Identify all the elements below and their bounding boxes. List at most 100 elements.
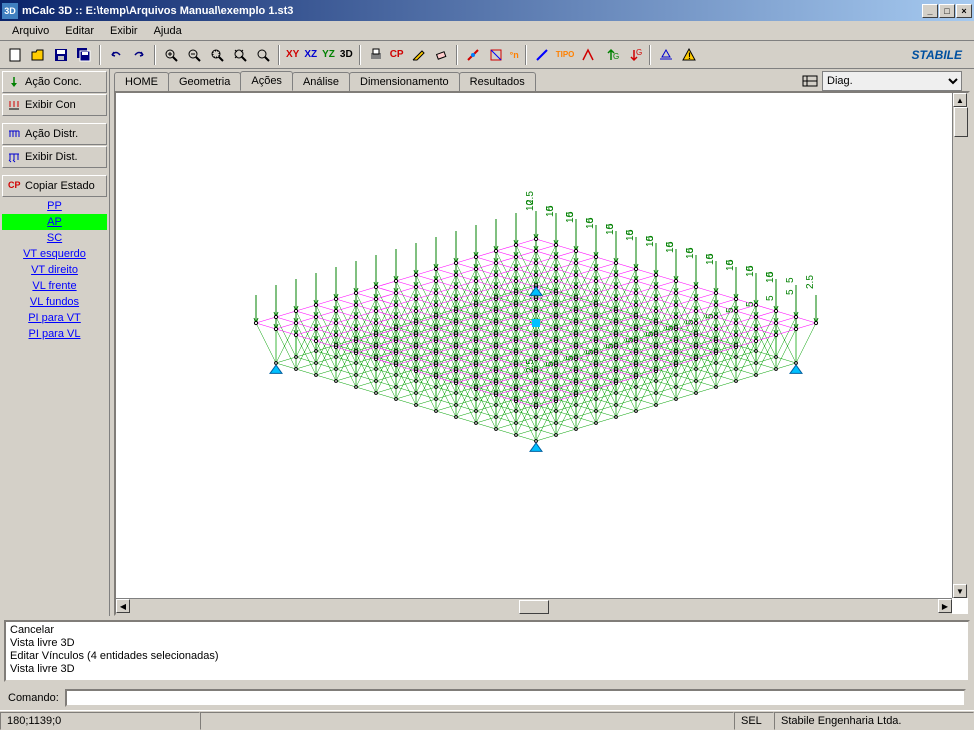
command-input[interactable] [65,689,966,707]
exibir-dist-button[interactable]: Exibir Dist. [2,146,107,168]
print-icon[interactable] [365,44,387,66]
tipo-button[interactable]: TIPO [554,50,577,59]
scroll-thumb-v[interactable] [954,107,968,137]
svg-text:10: 10 [565,211,576,223]
tool-4-icon[interactable] [577,44,599,66]
save-all-icon[interactable] [73,44,95,66]
tool-6-icon[interactable]: G [623,44,645,66]
menubar: Arquivo Editar Exibir Ajuda [0,21,974,41]
svg-text:G: G [613,52,619,61]
zoom-in-icon[interactable] [160,44,182,66]
menu-editar[interactable]: Editar [57,23,102,39]
tool-1-icon[interactable] [462,44,484,66]
scroll-thumb-h[interactable] [519,600,549,614]
view-xz-button[interactable]: XZ [302,49,319,60]
tool-3-icon[interactable] [531,44,553,66]
log-line: Vista livre 3D [10,637,964,650]
sidebar-link-pi-vt[interactable]: PI para VT [2,310,107,326]
new-file-icon[interactable] [4,44,26,66]
titlebar: 3D mCalc 3D :: E:\temp\Arquivos Manual\e… [0,0,974,21]
open-file-icon[interactable] [27,44,49,66]
zoom-extents-icon[interactable] [229,44,251,66]
tabbar: HOME Geometria Ações Análise Dimensionam… [110,69,974,91]
undo-icon[interactable] [105,44,127,66]
svg-text:10: 10 [665,241,676,253]
svg-text:10: 10 [585,217,596,229]
log-line: Cancelar [10,624,964,637]
sidebar-link-vl-fundos[interactable]: VL fundos [2,294,107,310]
statusbar: 180;1139;0 SEL Stabile Engenharia Ltda. [0,710,974,730]
exibir-con-button[interactable]: Exibir Con [2,94,107,116]
sidebar-link-pp[interactable]: PP [2,198,107,214]
toolbar: XY XZ YZ 3D CP °n TIPO G G ! STABILE [0,41,974,69]
log-panel: Cancelar Vista livre 3D Editar Vínculos … [4,620,970,682]
tab-dimensionamento[interactable]: Dimensionamento [349,72,460,91]
sidebar-link-vl-frente[interactable]: VL frente [2,278,107,294]
save-icon[interactable] [50,44,72,66]
support-icon[interactable] [655,44,677,66]
window-title: mCalc 3D :: E:\temp\Arquivos Manual\exem… [22,5,922,17]
log-line: Editar Vínculos (4 entidades selecionada… [10,650,964,663]
svg-text:2.5: 2.5 [805,275,816,289]
zoom-out-icon[interactable] [183,44,205,66]
view-yz-button[interactable]: YZ [320,49,337,60]
scroll-left-icon[interactable]: ◀ [116,599,130,613]
svg-text:10: 10 [625,229,636,241]
svg-text:10: 10 [765,271,776,283]
scroll-up-icon[interactable]: ▲ [953,93,967,107]
sidebar-link-vt-esquerdo[interactable]: VT esquerdo [2,246,107,262]
view-3d-button[interactable]: 3D [338,49,355,60]
tab-home[interactable]: HOME [114,72,169,91]
command-bar: Comando: [0,686,974,710]
sidebar-link-ap[interactable]: AP [2,214,107,230]
minimize-button[interactable]: _ [922,4,938,18]
svg-text:5: 5 [785,289,796,295]
acao-conc-button[interactable]: Ação Conc. [2,71,107,93]
menu-ajuda[interactable]: Ajuda [146,23,190,39]
zoom-all-icon[interactable] [252,44,274,66]
zoom-window-icon[interactable] [206,44,228,66]
cp-button[interactable]: CP [388,49,406,60]
maximize-button[interactable]: □ [939,4,955,18]
redo-icon[interactable] [128,44,150,66]
tab-resultados[interactable]: Resultados [459,72,536,91]
view-xy-button[interactable]: XY [284,49,301,60]
warning-icon[interactable]: ! [678,44,700,66]
svg-text:10: 10 [525,199,536,211]
tab-geometria[interactable]: Geometria [168,72,241,91]
svg-text:10: 10 [705,253,716,265]
scrollbar-horizontal[interactable]: ◀ ▶ [116,598,952,614]
viewport-3d[interactable]: 2.5555555555555555555555555552.52.510101… [114,91,970,616]
acao-distr-button[interactable]: Ação Distr. [2,123,107,145]
tool-2-icon[interactable] [485,44,507,66]
scroll-right-icon[interactable]: ▶ [938,599,952,613]
status-company: Stabile Engenharia Ltda. [774,712,974,730]
scrollbar-vertical[interactable]: ▲ ▼ [952,93,968,598]
eraser-icon[interactable] [430,44,452,66]
svg-text:5: 5 [785,277,796,283]
log-line: Vista livre 3D [10,663,964,676]
sidebar-link-vt-direito[interactable]: VT direito [2,262,107,278]
tab-analise[interactable]: Análise [292,72,350,91]
brand-label: STABILE [912,48,970,62]
svg-text:10: 10 [685,247,696,259]
menu-arquivo[interactable]: Arquivo [4,23,57,39]
diag-select[interactable]: Diag. [822,71,962,91]
tool-5-icon[interactable]: G [600,44,622,66]
scroll-down-icon[interactable]: ▼ [953,584,967,598]
svg-text:CP: CP [8,180,21,190]
tab-acoes[interactable]: Ações [240,71,293,91]
sidebar-link-sc[interactable]: SC [2,230,107,246]
sidebar-link-pi-vl[interactable]: PI para VL [2,326,107,342]
status-sel: SEL [734,712,774,730]
menu-exibir[interactable]: Exibir [102,23,146,39]
copiar-estado-button[interactable]: CPCopiar Estado [2,175,107,197]
svg-text:10: 10 [725,259,736,271]
n-button[interactable]: °n [508,50,521,60]
status-coords: 180;1139;0 [0,712,200,730]
pencil-icon[interactable] [407,44,429,66]
status-spacer [200,712,734,730]
sidebar: Ação Conc. Exibir Con Ação Distr. Exibir… [0,69,110,616]
svg-text:!: ! [688,51,691,61]
close-button[interactable]: × [956,4,972,18]
